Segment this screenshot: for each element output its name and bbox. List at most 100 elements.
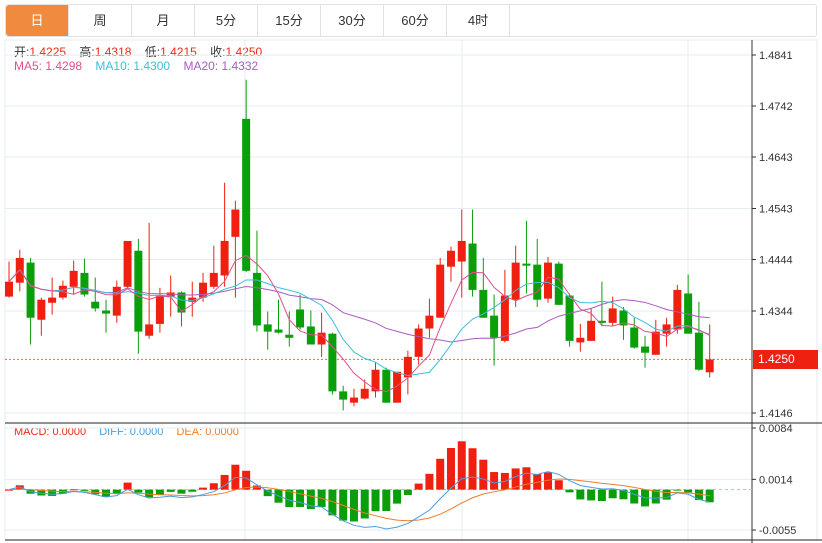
candle-body — [500, 295, 509, 341]
candle — [26, 257, 35, 345]
candle-body — [306, 326, 315, 345]
tab-7[interactable]: 4时 — [447, 5, 510, 36]
candle — [306, 310, 315, 345]
candle — [425, 298, 434, 338]
candle — [500, 269, 509, 343]
candle-body — [457, 240, 466, 262]
candle-body — [468, 243, 477, 290]
candle-body — [91, 301, 100, 309]
tab-4[interactable]: 15分 — [258, 5, 321, 36]
candle — [468, 209, 477, 297]
candle — [339, 385, 348, 411]
candle-body — [694, 332, 703, 370]
ma20-line — [8, 268, 710, 343]
price-tick-label: 1.4344 — [759, 306, 793, 318]
macd-bar — [209, 483, 218, 490]
candle — [554, 261, 563, 305]
candle — [5, 261, 13, 298]
macd-bar — [630, 489, 639, 504]
macd-bar — [662, 489, 671, 500]
candle — [155, 287, 164, 333]
candle — [220, 182, 229, 287]
macd-bar — [565, 489, 574, 493]
macd-bar — [587, 489, 596, 501]
candle — [673, 284, 682, 334]
candle — [662, 317, 671, 347]
candle-body — [177, 292, 186, 313]
candle-body — [662, 324, 671, 334]
macd-bar — [468, 448, 477, 490]
candle — [112, 280, 121, 323]
candle-body — [199, 282, 208, 298]
candle-body — [565, 295, 574, 341]
candle-body — [554, 263, 563, 305]
candle-body — [619, 310, 628, 326]
candle-body — [705, 359, 714, 373]
candle-body — [597, 320, 606, 323]
candle — [242, 79, 251, 272]
candle — [393, 371, 402, 403]
ma10-line — [8, 268, 710, 377]
macd-bar — [522, 467, 531, 490]
candle-body — [26, 262, 35, 318]
candle-body — [490, 315, 499, 338]
macd-bar — [80, 489, 89, 491]
tab-0[interactable]: 日 — [6, 5, 69, 36]
macd-bar — [349, 489, 358, 522]
ma10-value: MA10: 1.4300 — [95, 59, 171, 73]
candle — [522, 220, 531, 294]
macd-bar — [37, 489, 46, 496]
tab-3[interactable]: 5分 — [195, 5, 258, 36]
candle-body — [630, 327, 639, 348]
candle-body — [166, 292, 175, 297]
macd-bar — [479, 459, 488, 490]
candle-body — [123, 240, 132, 287]
ma-legend: MA5: 1.4298 MA10: 1.4300 MA20: 1.4332 — [14, 59, 268, 73]
tab-5[interactable]: 30分 — [321, 5, 384, 36]
candle-body — [360, 388, 369, 399]
candle — [263, 311, 272, 350]
candle — [490, 294, 499, 366]
candle-body — [242, 118, 251, 271]
candle — [576, 323, 585, 352]
candle-body — [317, 332, 326, 345]
macd-bar — [576, 489, 585, 500]
macd-bar — [694, 489, 703, 501]
candle-body — [608, 308, 617, 323]
candle-body — [48, 297, 57, 303]
candle-body — [274, 329, 283, 333]
macd-bar — [414, 483, 423, 490]
candle — [285, 311, 294, 347]
candle-body — [684, 293, 693, 334]
macd-bar — [619, 489, 628, 500]
candle-body — [80, 272, 89, 295]
candle — [511, 245, 520, 307]
tab-6[interactable]: 60分 — [384, 5, 447, 36]
candle-body — [382, 369, 391, 403]
candle-body — [209, 272, 218, 287]
candle-body — [220, 240, 229, 276]
tab-2[interactable]: 月 — [132, 5, 195, 36]
macd-bar — [134, 489, 143, 493]
candle — [252, 230, 261, 332]
macd-bar — [177, 489, 186, 494]
candle — [694, 301, 703, 371]
candle-body — [231, 209, 240, 237]
price-tick-label: 1.4444 — [759, 254, 793, 266]
candle-body — [544, 262, 552, 299]
candle-body — [522, 263, 531, 266]
candle — [651, 319, 660, 355]
macd-bar — [393, 489, 402, 504]
price-tick-label: 1.4841 — [759, 50, 793, 62]
tab-1[interactable]: 周 — [69, 5, 132, 36]
candle-body — [328, 333, 337, 392]
candle-body — [511, 262, 520, 300]
candle-body — [285, 334, 294, 338]
dea-value: DEA: 0.0000 — [176, 426, 239, 438]
candle-body — [436, 264, 445, 318]
period-tabs: 日周月 5分 15分 30分 60分 4时 — [5, 4, 817, 37]
macd-bar — [123, 482, 132, 490]
candle-body — [587, 320, 596, 341]
candle — [403, 350, 412, 395]
